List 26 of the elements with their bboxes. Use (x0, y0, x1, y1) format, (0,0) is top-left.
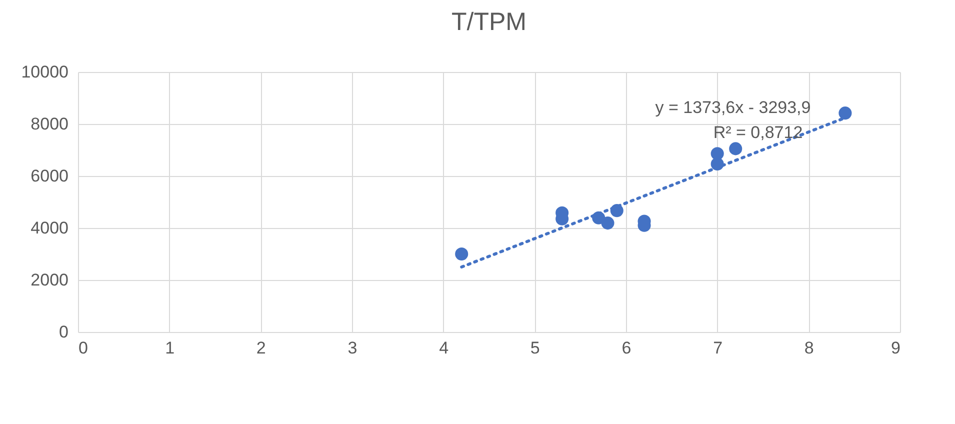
x-tick-label: 2 (256, 338, 266, 358)
point (710, 158, 724, 171)
y-tick-label: 0 (59, 322, 68, 342)
x-tick-label: 3 (348, 338, 358, 358)
annotation: y = 1373,6x - 3293,9 (655, 98, 811, 117)
point (455, 247, 468, 261)
x-tick-label: 8 (804, 338, 814, 358)
x-tick-label: 1 (165, 338, 175, 358)
y-tick-label: 4000 (30, 218, 68, 238)
point (610, 204, 624, 218)
point (729, 142, 742, 156)
x-tick-label: 5 (530, 338, 540, 358)
x-tick-label: 9 (891, 338, 900, 358)
x-tick-label: 6 (622, 338, 632, 358)
point (838, 106, 852, 120)
x-tick-label: 4 (439, 338, 449, 358)
chart-title: T/TPM (452, 8, 526, 36)
point (592, 211, 606, 224)
y-tick-label: 2000 (30, 270, 68, 290)
annotation: R² = 0,8712 (713, 123, 803, 142)
y-tick-label: 10000 (21, 62, 68, 82)
point (601, 216, 614, 230)
y-tick-label: 6000 (30, 166, 68, 186)
x-tick-label: 7 (713, 338, 723, 358)
x-tick-label: 0 (78, 338, 88, 358)
y-tick-label: 8000 (30, 114, 68, 134)
